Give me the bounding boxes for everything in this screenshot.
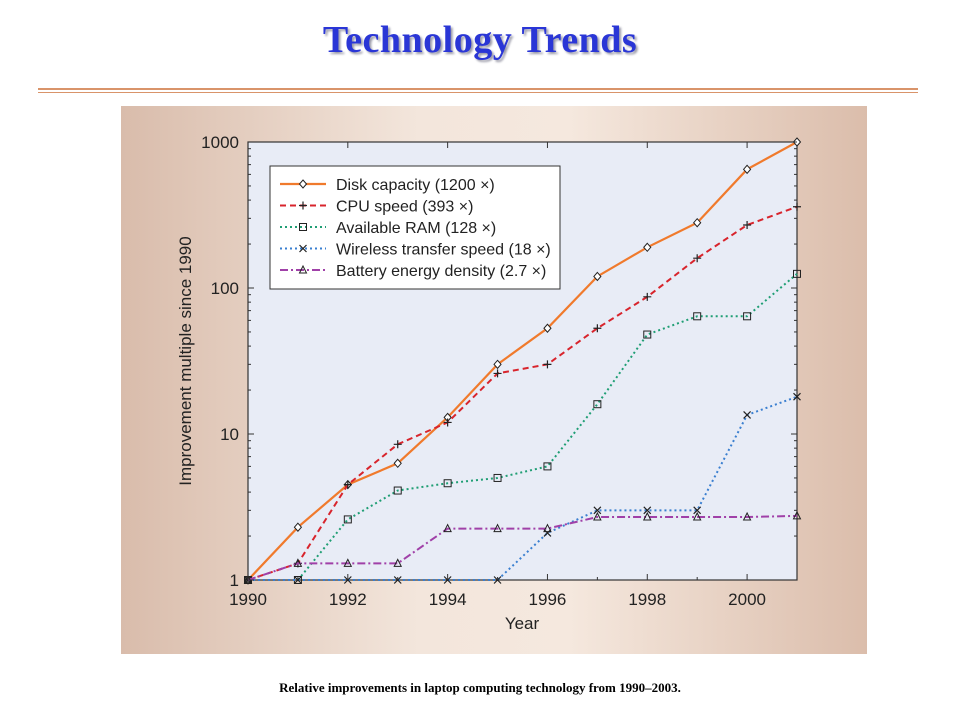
slide-title: Technology Trends [322,19,638,61]
series-layer [243,137,802,585]
legend-marker-2 [299,223,307,231]
legend-marker-0 [298,179,308,189]
x-tick-label: 1996 [529,590,567,609]
data-point-2 [493,473,502,482]
data-point-2 [393,486,402,495]
x-tick-label: 1992 [329,590,367,609]
data-point-4 [493,523,502,533]
legend-label-1: CPU speed (393 ×) [336,199,473,216]
legend-marker-4 [298,264,308,274]
chart-figure: 1990 1992 1994 1996 1998 2000 1 10 100 1000 Disk … [121,106,867,654]
data-point-4 [293,558,303,567]
data-point-1 [693,254,702,263]
series-line-4 [247,514,798,581]
data-point-3 [593,506,602,515]
title-underline-thin [38,92,918,93]
x-tick-label: 1994 [429,590,467,609]
data-point-4 [593,511,602,521]
data-point-3 [543,529,552,537]
y-tick-label: 1 [230,571,239,590]
data-point-1 [543,360,552,369]
data-point-2 [543,462,552,471]
data-point-2 [793,269,801,278]
chart-legend: Disk capacity (1200 ×) CPU speed (393 ×) A… [269,165,561,290]
data-point-2 [343,515,352,524]
data-point-2 [743,312,752,321]
data-point-3 [643,506,652,515]
y-tick-label: 100 [211,279,239,298]
data-point-1 [493,369,502,378]
line-chart: 1990 1992 1994 1996 1998 2000 1 10 100 1000 Disk … [176,133,802,633]
x-tick-label: 1990 [229,590,267,609]
data-point-4 [443,523,452,533]
data-point-1 [593,324,602,333]
data-point-2 [693,312,702,321]
data-point-4 [543,523,552,533]
data-point-3 [793,392,801,401]
y-axis-label: Improvement multiple since 1990 [176,236,195,485]
series-line-2 [248,273,798,581]
legend-box [269,165,561,290]
data-point-1 [793,202,801,211]
data-point-2 [443,479,452,488]
title-underline [38,88,918,90]
data-point-0 [393,458,402,469]
legend-label-0: Disk capacity (1200 ×) [336,177,495,194]
data-point-2 [643,330,652,339]
y-tick-label: 10 [220,425,239,444]
data-point-4 [792,510,802,520]
x-tick-label: 1998 [628,590,666,609]
data-point-0 [293,522,303,532]
data-point-0 [593,271,602,282]
data-point-4 [393,558,403,567]
x-tick-label: 2000 [728,590,766,609]
figure-caption: Relative improvements in laptop computin… [279,680,681,695]
data-point-1 [393,440,402,449]
axis-ticks: 1990 1992 1994 1996 1998 2000 1 10 100 1000 [201,133,798,609]
data-point-2 [593,400,602,409]
series-line-1 [247,205,798,581]
data-point-0 [543,323,552,334]
data-point-0 [643,242,652,253]
legend-label-4: Battery energy density (2.7 ×) [336,263,546,280]
data-point-1 [443,418,452,427]
data-point-1 [743,221,752,230]
data-point-4 [742,511,752,521]
data-point-4 [692,511,702,521]
data-point-3 [743,411,752,419]
data-point-0 [742,164,752,175]
legend-label-2: Available RAM (128 ×) [336,220,496,237]
data-point-4 [343,558,353,567]
y-tick-label: 1000 [201,133,239,152]
data-point-1 [343,480,352,489]
data-point-3 [693,506,702,515]
data-point-1 [643,292,652,301]
data-point-0 [693,217,702,228]
legend-marker-3 [299,244,307,253]
series-line-3 [248,395,798,581]
data-point-4 [642,511,652,521]
series-line-0 [247,141,798,581]
legend-label-3: Wireless transfer speed (18 ×) [336,242,551,259]
data-point-0 [493,359,502,370]
legend-marker-1 [299,201,307,210]
x-axis-label: Year [505,614,540,633]
